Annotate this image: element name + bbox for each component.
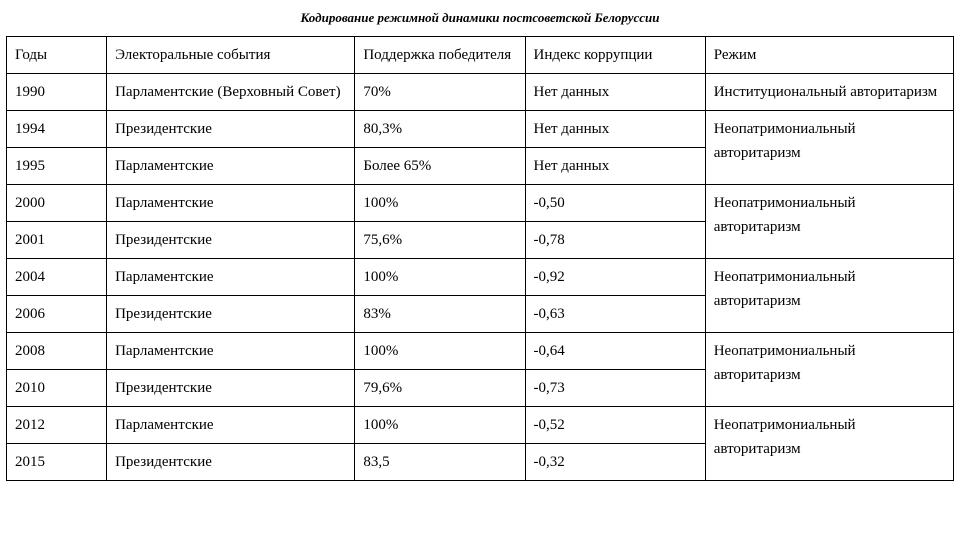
cell-year: 1994 — [7, 111, 107, 148]
cell-regime: Неопатримониальный авторитаризм — [705, 333, 953, 407]
cell-corruption: -0,52 — [525, 407, 705, 444]
cell-corruption: -0,73 — [525, 370, 705, 407]
cell-corruption: Нет данных — [525, 148, 705, 185]
cell-support: 80,3% — [355, 111, 525, 148]
cell-regime: Неопатримониальный авторитаризм — [705, 185, 953, 259]
cell-year: 2004 — [7, 259, 107, 296]
cell-year: 1990 — [7, 74, 107, 111]
cell-support: 83% — [355, 296, 525, 333]
cell-year: 2012 — [7, 407, 107, 444]
cell-support: 100% — [355, 185, 525, 222]
cell-event: Президентские — [107, 444, 355, 481]
cell-year: 2000 — [7, 185, 107, 222]
table-row: 2004 Парламентские 100% -0,92 Неопатримо… — [7, 259, 954, 296]
cell-corruption: Нет данных — [525, 74, 705, 111]
table-row: 1990 Парламентские (Верховный Совет) 70%… — [7, 74, 954, 111]
regime-table: Годы Электоральные события Поддержка поб… — [6, 36, 954, 481]
cell-event: Президентские — [107, 111, 355, 148]
table-header-row: Годы Электоральные события Поддержка поб… — [7, 37, 954, 74]
cell-support: 75,6% — [355, 222, 525, 259]
table-caption: Кодирование режимной динамики постсоветс… — [6, 10, 954, 26]
cell-corruption: -0,64 — [525, 333, 705, 370]
cell-support: 100% — [355, 333, 525, 370]
cell-event: Парламентские — [107, 148, 355, 185]
cell-event: Парламентские — [107, 407, 355, 444]
cell-corruption: -0,32 — [525, 444, 705, 481]
cell-support: 70% — [355, 74, 525, 111]
table-row: 2000 Парламентские 100% -0,50 Неопатримо… — [7, 185, 954, 222]
table-row: 2008 Парламентские 100% -0,64 Неопатримо… — [7, 333, 954, 370]
cell-year: 2015 — [7, 444, 107, 481]
cell-support: 100% — [355, 407, 525, 444]
col-corruption: Индекс коррупции — [525, 37, 705, 74]
cell-event: Парламентские (Верховный Совет) — [107, 74, 355, 111]
cell-year: 2008 — [7, 333, 107, 370]
cell-corruption: -0,50 — [525, 185, 705, 222]
cell-support: 83,5 — [355, 444, 525, 481]
table-row: 1994 Президентские 80,3% Нет данных Неоп… — [7, 111, 954, 148]
col-regime: Режим — [705, 37, 953, 74]
cell-support: 100% — [355, 259, 525, 296]
cell-corruption: Нет данных — [525, 111, 705, 148]
cell-year: 2001 — [7, 222, 107, 259]
cell-year: 1995 — [7, 148, 107, 185]
cell-event: Парламентские — [107, 185, 355, 222]
cell-corruption: -0,78 — [525, 222, 705, 259]
table-row: 2012 Парламентские 100% -0,52 Неопатримо… — [7, 407, 954, 444]
cell-support: Более 65% — [355, 148, 525, 185]
cell-event: Парламентские — [107, 259, 355, 296]
col-year: Годы — [7, 37, 107, 74]
cell-corruption: -0,63 — [525, 296, 705, 333]
cell-regime: Институциональный авторитаризм — [705, 74, 953, 111]
cell-event: Президентские — [107, 222, 355, 259]
cell-regime: Неопатримониальный авторитаризм — [705, 407, 953, 481]
cell-event: Президентские — [107, 370, 355, 407]
cell-regime: Неопатримониальный авторитаризм — [705, 259, 953, 333]
col-event: Электоральные события — [107, 37, 355, 74]
cell-regime: Неопатримониальный авторитаризм — [705, 111, 953, 185]
cell-support: 79,6% — [355, 370, 525, 407]
cell-event: Парламентские — [107, 333, 355, 370]
cell-corruption: -0,92 — [525, 259, 705, 296]
cell-year: 2006 — [7, 296, 107, 333]
cell-year: 2010 — [7, 370, 107, 407]
cell-event: Президентские — [107, 296, 355, 333]
col-support: Поддержка победителя — [355, 37, 525, 74]
